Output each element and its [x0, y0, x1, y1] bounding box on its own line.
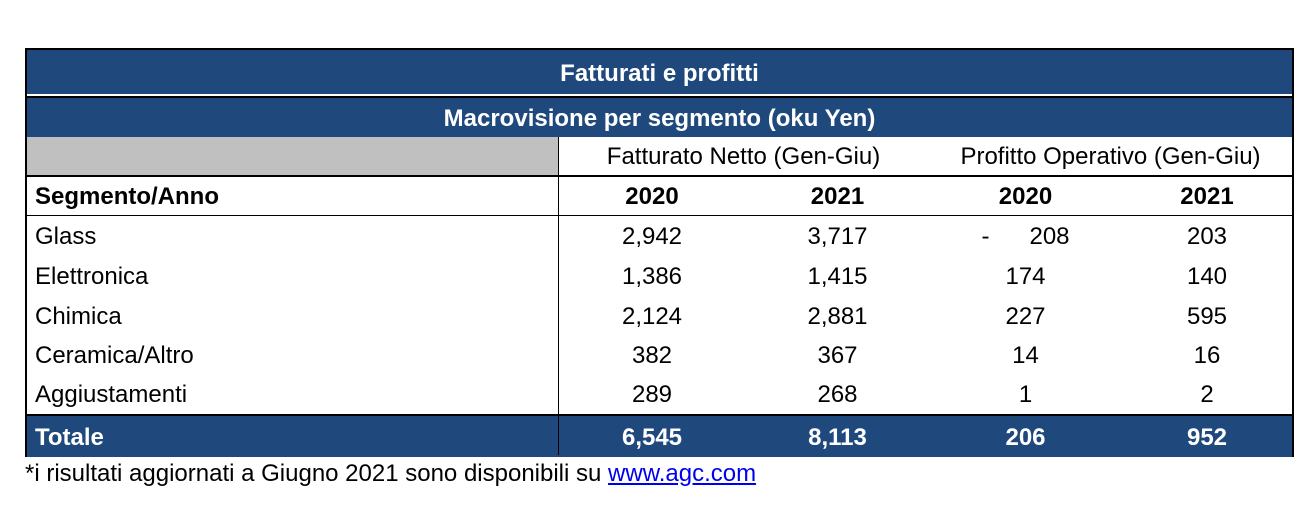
value-cell: 174 — [1005, 263, 1046, 290]
segment-name: Aggiustamenti — [35, 381, 188, 408]
footnote-text: *i risultati aggiornati a Giugno 2021 so… — [25, 460, 609, 487]
value-cell: - 208 — [981, 223, 1070, 250]
group-header-operating-profit: Profitto Operativo (Gen-Giu) — [929, 137, 1292, 175]
total-value: 8,113 — [808, 424, 867, 451]
total-row: Totale 6,545 8,113 206 952 — [27, 414, 1292, 457]
total-label: Totale — [35, 424, 104, 451]
table-body: Glass 2,942 3,717 - 208 203 Elettronica … — [27, 216, 1292, 414]
segment-name: Chimica — [35, 303, 122, 330]
column-header-row: Segmento/Anno 2020 2021 2020 2021 — [27, 177, 1292, 216]
segment-name: Ceramica/Altro — [35, 342, 194, 369]
column-header-profit-2020: 2020 — [998, 183, 1053, 210]
value-cell: 203 — [1186, 223, 1228, 250]
value-cell: 2 — [1200, 381, 1214, 408]
results-table: Fatturati e profitti Macrovisione per se… — [25, 48, 1294, 457]
value-cell: 3,717 — [807, 223, 868, 250]
value-cell: 2,881 — [807, 303, 868, 330]
value-cell: 367 — [817, 342, 858, 369]
total-value: 952 — [1186, 424, 1228, 451]
table-row: Elettronica 1,386 1,415 174 140 — [27, 256, 1292, 296]
value-cell: 14 — [1012, 342, 1039, 369]
group-header-net-sales: Fatturato Netto (Gen-Giu) — [558, 137, 929, 175]
value-cell: 227 — [1005, 303, 1046, 330]
value-cell: 1,386 — [621, 263, 683, 290]
agc-website-link[interactable]: www.agc.com — [608, 460, 757, 487]
value-cell: 1,415 — [807, 263, 868, 290]
table-row: Glass 2,942 3,717 - 208 203 — [27, 216, 1292, 256]
value-cell: 1 — [1018, 381, 1033, 408]
table-row: Aggiustamenti 289 268 1 2 — [27, 374, 1292, 414]
column-header-sales-2021: 2021 — [810, 183, 865, 210]
value-cell: 140 — [1186, 263, 1228, 290]
value-cell: 289 — [631, 381, 673, 408]
table-title: Fatturati e profitti — [27, 50, 1292, 94]
value-cell: 268 — [817, 381, 858, 408]
segment-name: Elettronica — [35, 263, 149, 290]
value-cell: 16 — [1193, 342, 1221, 369]
value-cell: 595 — [1186, 303, 1228, 330]
total-value: 6,545 — [621, 424, 683, 451]
column-header-sales-2020: 2020 — [625, 183, 679, 210]
footnote: *i risultati aggiornati a Giugno 2021 so… — [25, 459, 756, 489]
group-header-row: Fatturato Netto (Gen-Giu) Profitto Opera… — [27, 137, 1292, 177]
table-row: Chimica 2,124 2,881 227 595 — [27, 296, 1292, 336]
value-cell: 2,124 — [621, 303, 683, 330]
column-divider — [558, 177, 559, 455]
column-header-segment: Segmento/Anno — [35, 183, 219, 210]
column-divider — [558, 137, 559, 177]
value-cell: 382 — [631, 342, 673, 369]
total-value: 206 — [1005, 424, 1046, 451]
value-cell: 2,942 — [621, 223, 683, 250]
table-row: Ceramica/Altro 382 367 14 16 — [27, 335, 1292, 375]
column-header-profit-2021: 2021 — [1180, 183, 1234, 210]
segment-name: Glass — [35, 223, 97, 250]
table-subtitle: Macrovisione per segmento (oku Yen) — [27, 96, 1292, 137]
